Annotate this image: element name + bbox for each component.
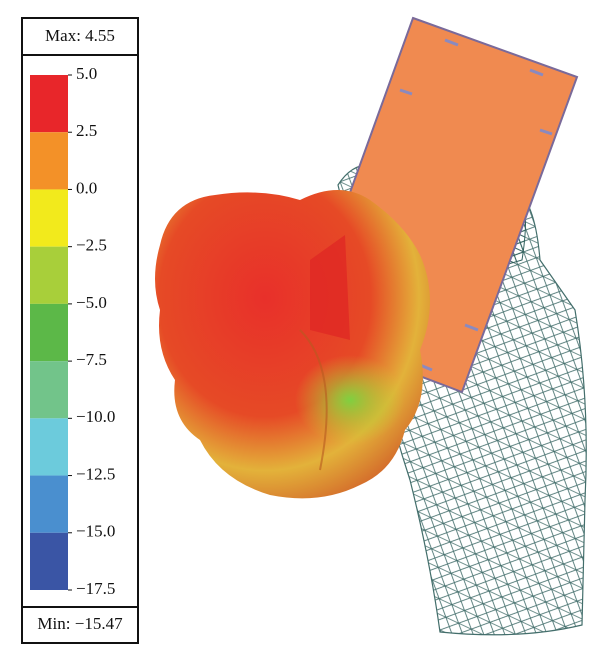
tick-label: −17.5 xyxy=(76,579,115,598)
tick-label: −2.5 xyxy=(76,236,107,255)
tick-label: −7.5 xyxy=(76,350,107,369)
tick-label: 5.0 xyxy=(76,64,97,83)
color-band xyxy=(30,75,68,133)
tick-label: −12.5 xyxy=(76,464,115,483)
radiation-pattern xyxy=(155,190,430,499)
color-band xyxy=(30,361,68,419)
tick-label: 2.5 xyxy=(76,121,97,140)
color-band xyxy=(30,475,68,533)
tick-label: −15.0 xyxy=(76,522,115,541)
color-band xyxy=(30,132,68,190)
pattern-green xyxy=(295,355,405,445)
pattern-fold-2 xyxy=(299,329,328,471)
color-band xyxy=(30,532,68,590)
color-band xyxy=(30,418,68,476)
tick-label: −10.0 xyxy=(76,407,115,426)
color-band xyxy=(30,303,68,362)
max-label: Max: 4.55 xyxy=(45,26,115,45)
tick-label: 0.0 xyxy=(76,178,97,197)
min-label: Min: −15.47 xyxy=(37,614,123,633)
color-band xyxy=(30,189,68,247)
pattern-fold xyxy=(310,235,350,340)
color-band xyxy=(30,246,68,304)
legend: Max: 4.55 Min: −15.47 5.0 2.5 0.0 −2.5 −5.0 −… xyxy=(21,17,139,644)
tick-label: −5.0 xyxy=(76,293,107,312)
